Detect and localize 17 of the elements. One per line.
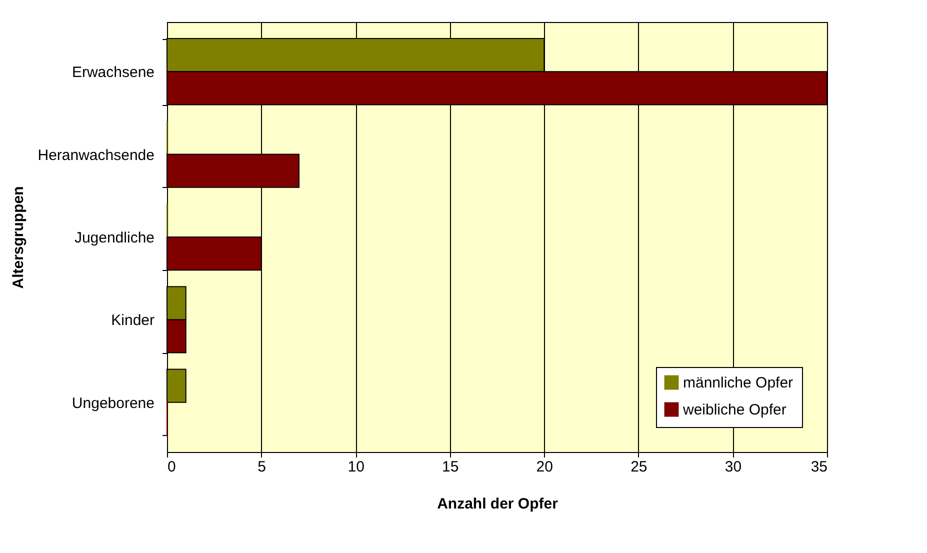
x-tick-label: 30 [724, 458, 742, 476]
x-tick-label: 10 [348, 458, 364, 476]
y-axis-title: Altersgruppen [10, 186, 27, 289]
x-tick-label: 0 [168, 458, 176, 476]
x-tick-label: 25 [630, 458, 648, 476]
x-tick-label: 35 [810, 458, 828, 476]
x-axis-title: Anzahl der Opfer [437, 496, 558, 512]
y-tick-label: Jugendliche [74, 230, 154, 246]
legend-label: männliche Opfer [683, 374, 794, 392]
legend-label: weibliche Opfer [682, 402, 786, 418]
x-tick-label: 5 [258, 458, 266, 476]
x-tick-label: 15 [442, 458, 459, 476]
y-tick-label: Erwachsene [72, 64, 154, 82]
y-tick-label: Ungeborene [72, 394, 154, 412]
x-tick-label: 20 [536, 458, 553, 476]
y-tick-label: Heranwachsende [38, 146, 154, 164]
y-tick-label: Kinder [111, 312, 155, 330]
